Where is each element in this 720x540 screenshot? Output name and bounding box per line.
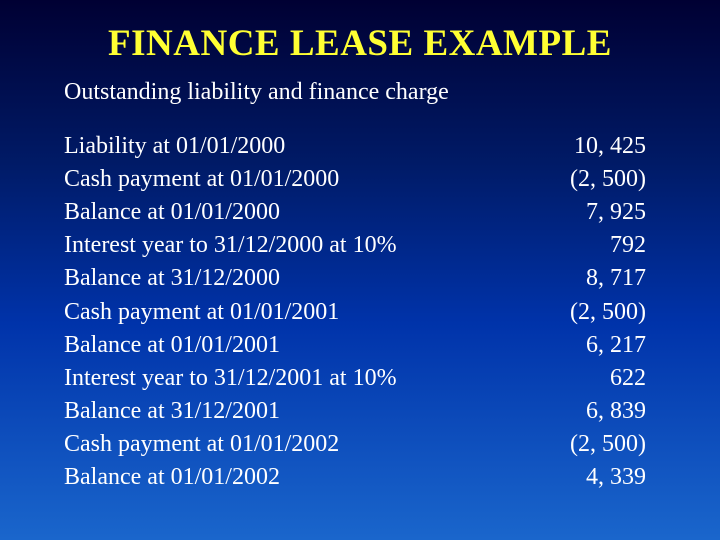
row-label: Interest year to 31/12/2001 at 10%	[64, 362, 484, 395]
row-label: Balance at 01/01/2001	[64, 329, 484, 362]
row-value: 7, 925	[484, 196, 656, 229]
row-label: Balance at 31/12/2000	[64, 262, 484, 295]
slide-subtitle: Outstanding liability and finance charge	[64, 79, 656, 106]
table-row: Interest year to 31/12/2000 at 10%792	[64, 229, 656, 262]
row-value: (2, 500)	[484, 296, 656, 329]
row-label: Balance at 31/12/2001	[64, 395, 484, 428]
table-row: Cash payment at 01/01/2000(2, 500)	[64, 163, 656, 196]
row-value: 10, 425	[484, 130, 656, 163]
row-label: Interest year to 31/12/2000 at 10%	[64, 229, 484, 262]
row-value: 8, 717	[484, 262, 656, 295]
row-label: Cash payment at 01/01/2001	[64, 296, 484, 329]
table-row: Balance at 31/12/20008, 717	[64, 262, 656, 295]
row-label: Balance at 01/01/2000	[64, 196, 484, 229]
row-value: 622	[484, 362, 656, 395]
row-value: (2, 500)	[484, 428, 656, 461]
table-row: Cash payment at 01/01/2002(2, 500)	[64, 428, 656, 461]
slide: FINANCE LEASE EXAMPLE Outstanding liabil…	[0, 0, 720, 540]
table-row: Liability at 01/01/200010, 425	[64, 130, 656, 163]
row-value: 792	[484, 229, 656, 262]
row-value: (2, 500)	[484, 163, 656, 196]
liability-table: Liability at 01/01/200010, 425Cash payme…	[64, 130, 656, 494]
table-row: Balance at 01/01/20016, 217	[64, 329, 656, 362]
table-row: Balance at 01/01/20007, 925	[64, 196, 656, 229]
row-label: Balance at 01/01/2002	[64, 461, 484, 494]
row-value: 6, 839	[484, 395, 656, 428]
slide-title: FINANCE LEASE EXAMPLE	[64, 22, 656, 65]
table-row: Cash payment at 01/01/2001(2, 500)	[64, 296, 656, 329]
row-value: 4, 339	[484, 461, 656, 494]
row-label: Cash payment at 01/01/2000	[64, 163, 484, 196]
table-row: Balance at 01/01/20024, 339	[64, 461, 656, 494]
row-value: 6, 217	[484, 329, 656, 362]
row-label: Cash payment at 01/01/2002	[64, 428, 484, 461]
table-row: Interest year to 31/12/2001 at 10%622	[64, 362, 656, 395]
table-row: Balance at 31/12/20016, 839	[64, 395, 656, 428]
row-label: Liability at 01/01/2000	[64, 130, 484, 163]
